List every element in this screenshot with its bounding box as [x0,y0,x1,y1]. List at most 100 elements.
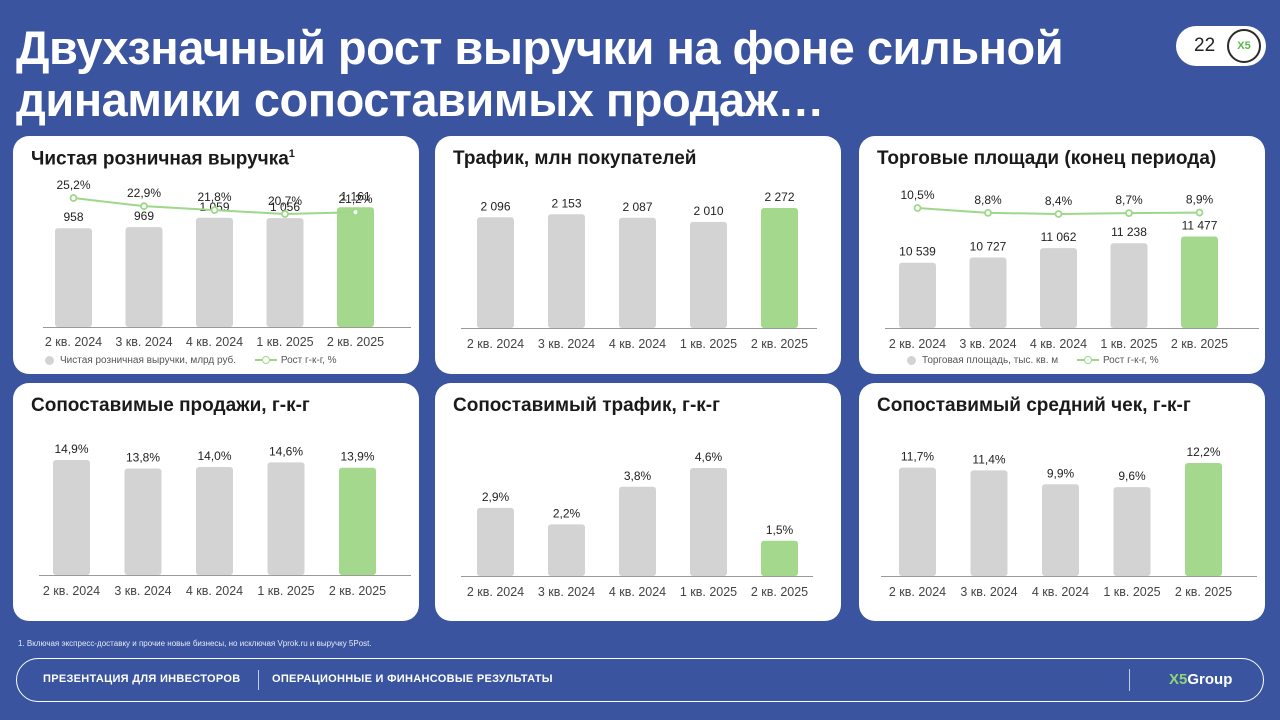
bar [690,221,727,328]
growth-point [210,206,219,214]
legend-bar-marker [907,355,916,365]
chart-title: Торговые площади (конец периода) [877,148,1217,169]
bar-value-label: 13,8% [126,450,160,464]
bar-value-label: 14,0% [197,449,231,463]
x-tick-label: 3 кв. 2024 [114,584,171,598]
legend-line-marker [254,355,277,365]
x-tick-label: 4 кв. 2024 [609,585,666,599]
chart-title: Сопоставимый трафик, г-к-г [453,395,721,416]
bar [124,468,162,575]
bar-value-label: 1 161 [340,189,370,203]
x-tick-label: 2 кв. 2025 [1175,585,1232,599]
x-tick-label: 3 кв. 2024 [538,585,595,599]
chart-card-lfl-sales: Сопоставимые продажи, г-к-г 14,9% 2 кв. 2… [13,383,419,621]
bar [548,214,585,328]
bar-value-label: 2 010 [693,204,723,218]
bar-value-label: 13,9% [340,450,374,464]
bar [477,507,514,576]
chart-svg: 11,7% 2 кв. 2024 11,4% 3 кв. 2024 9,9% 4 кв. … [881,445,1257,599]
x-tick-label: 1 кв. 2025 [257,584,314,598]
bar-value-label: 11 477 [1182,219,1218,233]
growth-label: 20,7% [268,194,302,208]
bar-value-label: 958 [63,210,83,224]
bar [196,466,233,575]
page-number: 22 [1194,35,1216,56]
legend-bar-label: Чистая розничная выручки, млрд руб. [60,355,237,366]
footer-divider [258,670,259,690]
growth-point [69,194,78,202]
growth-label: 8,9% [1186,193,1214,207]
bar [899,467,936,576]
bar-value-label: 9,6% [1118,469,1146,483]
x-tick-label: 4 кв. 2024 [186,584,243,598]
bar [1181,236,1218,328]
chart-card-net-retail-revenue: Чистая розничная выручка1 958 2 кв. 2024 9… [13,136,419,374]
bar [1110,243,1148,328]
bar [970,470,1008,576]
chart-legend: Чистая розничная выручки, млрд руб. Рост… [45,355,337,366]
x5-logo-icon: X5 [1227,29,1261,63]
bar-value-label: 1,5% [766,523,794,537]
x-tick-label: 1 кв. 2025 [680,585,737,599]
footer-bar: ПРЕЗЕНТАЦИЯ ДЛЯ ИНВЕСТОРОВ ОПЕРАЦИОННЫЕ … [16,658,1264,702]
footer-section-title: ОПЕРАЦИОННЫЕ И ФИНАНСОВЫЕ РЕЗУЛЬТАТЫ [272,673,553,685]
footer-divider [1129,669,1130,691]
x-tick-label: 2 кв. 2024 [889,585,946,599]
chart-legend: Торговая площадь, тыс. кв. м Рост г-к-г,… [907,355,1159,366]
chart-svg: 2,9% 2 кв. 2024 2,2% 3 кв. 2024 3,8% 4 кв. 20… [461,450,813,599]
x-tick-label: 4 кв. 2024 [1030,337,1087,351]
bar-value-label: 10 727 [970,239,1007,253]
chart-title: Сопоставимый средний чек, г-к-г [877,395,1191,416]
legend-bar-marker [45,355,54,365]
x-tick-label: 4 кв. 2024 [1032,585,1089,599]
growth-point [1054,210,1063,218]
bar [53,460,90,575]
growth-point [984,208,992,217]
bar-value-label: 2 087 [622,200,652,214]
bar-value-label: 14,9% [54,442,88,456]
x-tick-label: 2 кв. 2025 [327,335,384,349]
x-tick-label: 2 кв. 2025 [751,585,808,599]
growth-point [140,202,148,211]
bar-value-label: 12,2% [1186,445,1220,459]
bar-value-label: 4,6% [695,450,723,464]
bar [619,486,656,576]
x-tick-label: 2 кв. 2025 [329,584,386,598]
legend-bar-label: Торговая площадь, тыс. кв. м [922,355,1059,366]
bar [690,468,727,576]
chart-card-selling-space: Торговые площади (конец периода) 10 539 2… [859,136,1265,374]
x-tick-label: 3 кв. 2024 [959,337,1016,351]
bar [55,228,92,327]
bar [619,217,656,328]
bar-value-label: 9,9% [1047,466,1075,480]
x-tick-label: 2 кв. 2025 [1171,337,1228,351]
bar-value-label: 11 238 [1111,225,1147,239]
footer-investor-presentation: ПРЕЗЕНТАЦИЯ ДЛЯ ИНВЕСТОРОВ [43,673,241,685]
bar [761,208,798,328]
growth-label: 8,8% [974,193,1002,207]
x-tick-label: 2 кв. 2024 [467,585,524,599]
x-tick-label: 4 кв. 2024 [186,335,243,349]
growth-label: 21,2% [338,192,372,206]
bar [548,524,585,576]
growth-point [1125,209,1133,218]
bar-value-label: 2,9% [482,490,510,504]
bar [477,217,514,328]
bar [196,217,233,327]
legend-line-marker [1076,355,1099,365]
bar-value-label: 1 056 [270,200,300,214]
legend-line-label: Рост г-к-г, % [280,355,337,366]
bar [899,262,936,328]
legend-line-label: Рост г-к-г, % [1102,355,1159,366]
x5group-logo: X5Group [1169,671,1233,688]
bar-value-label: 2,2% [553,506,581,520]
page-title: Двухзначный рост выручки на фоне сильной… [16,21,1064,126]
chart-svg: 14,9% 2 кв. 2024 13,8% 3 кв. 2024 14,0% 4 кв.… [39,442,411,598]
chart-svg: 10 539 2 кв. 2024 10 727 3 кв. 2024 11 062 4 … [885,188,1259,351]
bar-value-label: 14,6% [269,444,303,458]
x-tick-label: 2 кв. 2025 [751,337,808,351]
bar-value-label: 2 272 [764,190,794,204]
chart-title: Трафик, млн покупателей [453,148,697,169]
bar [267,462,305,575]
x-tick-label: 1 кв. 2025 [1100,337,1157,351]
